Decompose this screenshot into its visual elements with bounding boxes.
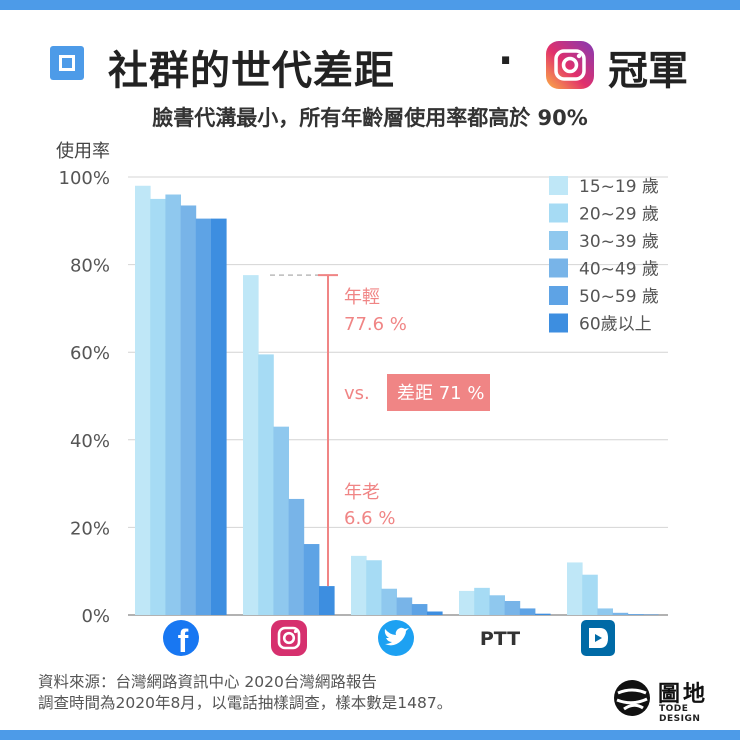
bar bbox=[597, 608, 613, 615]
bar bbox=[504, 600, 521, 615]
ptt-text: PTT bbox=[480, 628, 520, 650]
bar bbox=[165, 194, 181, 615]
y-tick-label: 60% bbox=[70, 343, 110, 364]
legend-swatch bbox=[549, 203, 568, 223]
annotation-young-value: 77.6 % bbox=[344, 314, 407, 335]
title-row: 社群的世代差距 · 冠軍 bbox=[50, 34, 690, 94]
ptt-label: PTT bbox=[480, 628, 520, 650]
globe-logo-icon bbox=[614, 680, 650, 716]
y-tick-label: 20% bbox=[70, 518, 110, 539]
title-separator: · bbox=[498, 38, 514, 84]
bar bbox=[180, 205, 197, 615]
logo-name: 圖地 bbox=[658, 682, 709, 707]
bar bbox=[459, 590, 475, 615]
bar bbox=[303, 544, 320, 615]
bar bbox=[150, 198, 166, 615]
source-line-2: 調查時間為2020年8月，以電話抽樣調查，樣本數是1487。 bbox=[38, 694, 453, 712]
bar bbox=[427, 611, 443, 615]
legend-swatch bbox=[549, 313, 568, 333]
dcard-icon bbox=[581, 620, 615, 656]
instagram-lens bbox=[282, 631, 296, 645]
bar bbox=[612, 612, 629, 615]
annotation-old-value: 6.6 % bbox=[344, 508, 395, 529]
legend-swatch bbox=[549, 231, 568, 250]
y-tick-label: 100% bbox=[59, 168, 110, 189]
category-icons: f PTT bbox=[163, 620, 615, 659]
source-line-1: 資料來源：台灣網路資訊中心 2020台灣網路報告 bbox=[38, 673, 377, 691]
instagram-square bbox=[271, 620, 307, 656]
legend: 15~19 歲 20~29 歲 30~39 歲 40~49 歲 50~59 歲 60歲以上 bbox=[549, 176, 659, 335]
top-accent-bar bbox=[0, 0, 740, 10]
legend-label: 15~19 歲 bbox=[579, 177, 659, 197]
brand-logo: 圖地 TODE DESIGN bbox=[612, 676, 732, 724]
annotation-gap-badge bbox=[387, 374, 490, 411]
twitter-icon bbox=[378, 620, 414, 656]
annotation-group: 年輕 77.6 % vs. 差距 71 % 年老 6.6 % bbox=[270, 274, 490, 587]
bar bbox=[258, 354, 274, 615]
facebook-glyph: f bbox=[178, 623, 189, 659]
instagram-dot bbox=[293, 629, 298, 634]
annotation-old-label: 年老 bbox=[344, 482, 380, 503]
bar bbox=[366, 560, 382, 615]
page-title: 社群的世代差距 bbox=[108, 48, 395, 94]
bar bbox=[273, 426, 289, 615]
facebook-circle bbox=[163, 620, 199, 656]
y-tick-label: 40% bbox=[70, 431, 110, 452]
legend-label: 50~59 歲 bbox=[579, 287, 659, 307]
instagram-icon bbox=[271, 620, 307, 656]
bar bbox=[195, 218, 212, 616]
y-axis-label: 使用率 bbox=[56, 141, 110, 162]
dcard-notch bbox=[595, 634, 602, 642]
bar bbox=[411, 604, 428, 615]
y-tick-labels: 0% 20% 40% 60% 80% 100% bbox=[59, 168, 110, 627]
bottom-accent-bar bbox=[0, 730, 740, 740]
subtitle: 臉書代溝最小，所有年齡層使用率都高於 90% bbox=[152, 106, 588, 130]
bar bbox=[582, 574, 598, 615]
bar bbox=[243, 275, 259, 615]
bar bbox=[567, 562, 583, 615]
bar bbox=[135, 185, 151, 615]
y-tick-label: 0% bbox=[81, 606, 110, 627]
legend-swatch bbox=[549, 286, 568, 305]
title-square-icon bbox=[50, 46, 84, 80]
bar bbox=[319, 586, 335, 615]
legend-label: 30~39 歲 bbox=[579, 232, 659, 252]
bar bbox=[396, 597, 413, 615]
bar bbox=[351, 555, 367, 615]
source-note: 資料來源：台灣網路資訊中心 2020台灣網路報告 調查時間為2020年8月，以電… bbox=[38, 672, 452, 714]
legend-swatch bbox=[549, 176, 568, 195]
legend-label: 60歲以上 bbox=[579, 315, 652, 335]
logo-subtitle: TODE DESIGN bbox=[659, 704, 701, 724]
bar bbox=[489, 595, 505, 615]
annotation-gap-text: 差距 71 % bbox=[397, 383, 484, 404]
bar bbox=[211, 218, 227, 616]
annotation-young-label: 年輕 bbox=[344, 287, 380, 308]
bar bbox=[474, 587, 490, 615]
twitter-bird bbox=[384, 627, 409, 646]
bar bbox=[519, 608, 536, 615]
annotation-vs: vs. bbox=[344, 383, 370, 404]
instagram-frame bbox=[277, 626, 301, 650]
legend-swatch bbox=[549, 258, 568, 278]
bar bbox=[381, 588, 397, 615]
bars bbox=[135, 185, 659, 616]
y-tick-label: 80% bbox=[70, 256, 110, 277]
instagram-icon bbox=[546, 41, 594, 89]
legend-label: 20~29 歲 bbox=[579, 205, 659, 225]
title-suffix: 冠軍 bbox=[608, 48, 688, 94]
bar bbox=[627, 614, 644, 615]
legend-label: 40~49 歲 bbox=[579, 260, 659, 280]
bar bbox=[535, 613, 551, 615]
bar bbox=[288, 498, 305, 615]
facebook-icon: f bbox=[163, 620, 199, 659]
